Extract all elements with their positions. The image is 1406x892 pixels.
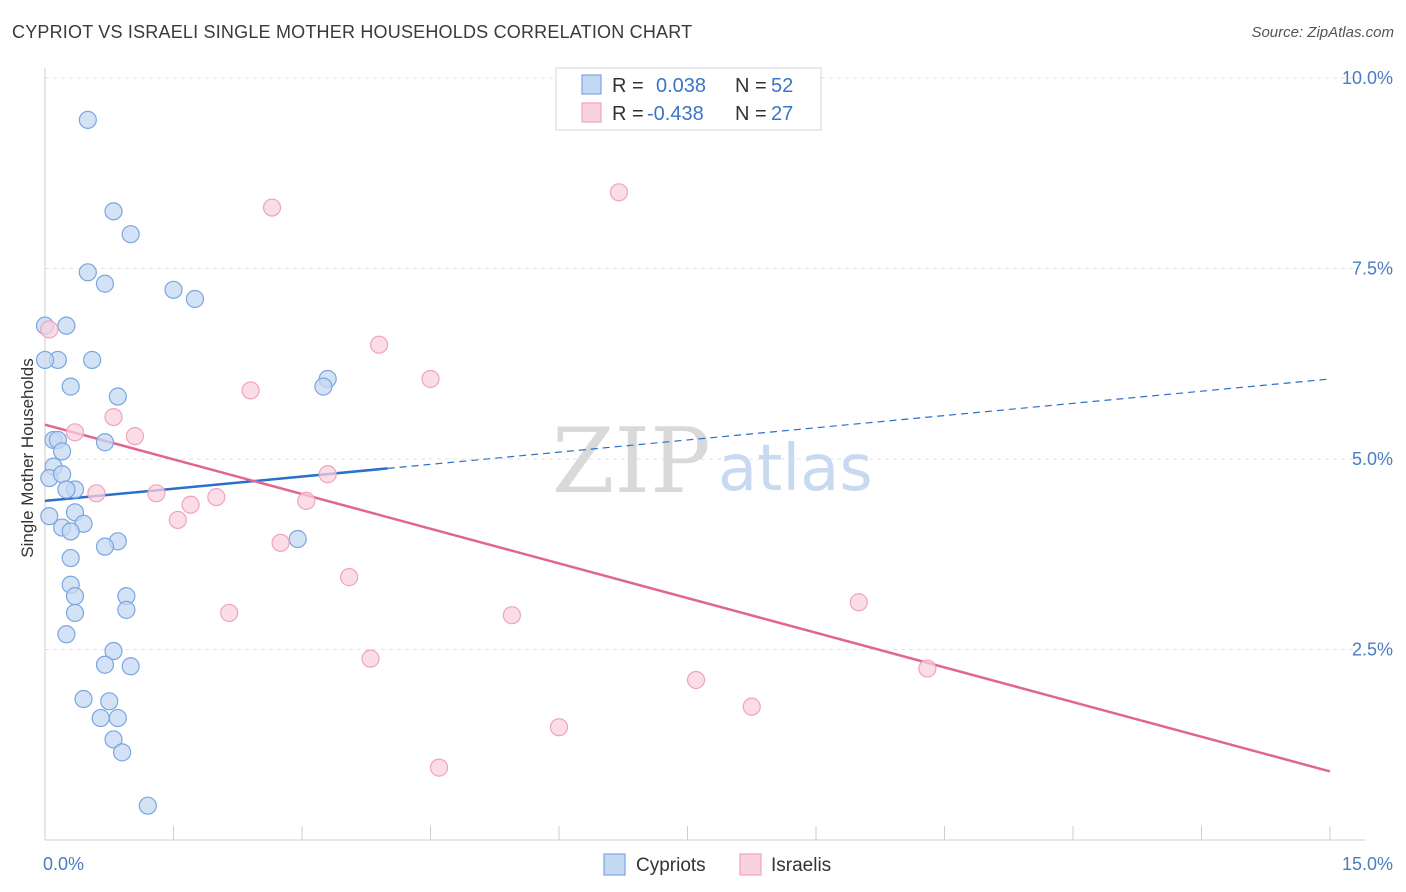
point-israeli-4 xyxy=(422,370,439,387)
point-cypriot-14 xyxy=(62,378,79,395)
bottom-legend: Cypriots Israelis xyxy=(604,854,831,876)
point-israeli-3 xyxy=(371,336,388,353)
point-cypriot-39 xyxy=(58,626,75,643)
point-israeli-26 xyxy=(431,759,448,776)
point-cypriot-42 xyxy=(122,658,139,675)
point-israeli-11 xyxy=(148,485,165,502)
point-cypriot-37 xyxy=(118,601,135,618)
point-israeli-5 xyxy=(242,382,259,399)
point-israeli-6 xyxy=(105,409,122,426)
point-israeli-16 xyxy=(272,534,289,551)
bottom-legend-swatch-israelis xyxy=(740,854,761,875)
point-cypriot-11 xyxy=(84,351,101,368)
point-israeli-18 xyxy=(221,604,238,621)
bottom-legend-label-israelis: Israelis xyxy=(771,855,831,876)
point-israeli-15 xyxy=(169,511,186,528)
point-cypriot-41 xyxy=(96,656,113,673)
point-cypriot-8 xyxy=(58,317,75,334)
point-cypriot-19 xyxy=(54,443,71,460)
bottom-legend-swatch-cypriots xyxy=(604,854,625,875)
legend-n-label-israelis: N = xyxy=(735,103,767,125)
legend-r-value-israelis: -0.438 xyxy=(647,103,704,125)
point-cypriot-15 xyxy=(109,388,126,405)
legend-r-label-cypriots: R = xyxy=(612,75,644,97)
y-tick-label-0: 2.5% xyxy=(1352,640,1393,660)
point-cypriot-33 xyxy=(62,550,79,567)
point-cypriot-22 xyxy=(54,466,71,483)
legend: R = 0.038 N = 52 R = -0.438 N = 27 xyxy=(556,68,821,130)
point-israeli-19 xyxy=(503,607,520,624)
point-cypriot-32 xyxy=(96,538,113,555)
point-cypriot-3 xyxy=(79,264,96,281)
point-israeli-17 xyxy=(341,569,358,586)
legend-n-label-cypriots: N = xyxy=(735,75,767,97)
point-israeli-13 xyxy=(182,496,199,513)
point-cypriot-35 xyxy=(66,588,83,605)
legend-r-label-israelis: R = xyxy=(612,103,644,125)
point-cypriot-10 xyxy=(37,351,54,368)
point-cypriot-43 xyxy=(75,691,92,708)
point-cypriot-48 xyxy=(114,744,131,761)
gridlines xyxy=(45,78,1365,650)
point-israeli-23 xyxy=(688,671,705,688)
point-israeli-22 xyxy=(919,660,936,677)
point-cypriot-18 xyxy=(96,434,113,451)
point-cypriot-46 xyxy=(109,710,126,727)
y-tick-label-3: 10.0% xyxy=(1342,68,1393,88)
point-israeli-10 xyxy=(88,485,105,502)
legend-swatch-israelis xyxy=(582,103,601,122)
point-israeli-24 xyxy=(743,698,760,715)
point-israeli-7 xyxy=(66,424,83,441)
watermark-zip: ZIP xyxy=(552,409,711,514)
point-cypriot-1 xyxy=(105,203,122,220)
point-israeli-21 xyxy=(362,650,379,667)
point-israeli-2 xyxy=(264,199,281,216)
point-israeli-25 xyxy=(551,719,568,736)
legend-swatch-cypriots xyxy=(582,75,601,94)
legend-n-value-israelis: 27 xyxy=(771,103,793,125)
point-israeli-0 xyxy=(41,321,58,338)
point-israeli-14 xyxy=(298,492,315,509)
point-cypriot-6 xyxy=(186,290,203,307)
y-axis-title: Single Mother Households xyxy=(18,358,37,557)
point-cypriot-38 xyxy=(66,604,83,621)
y-tick-label-1: 5.0% xyxy=(1352,449,1393,469)
point-cypriot-30 xyxy=(289,531,306,548)
legend-r-value-cypriots: 0.038 xyxy=(656,75,706,97)
scatter-chart: ZIP atlas 2.5% 5.0% 7.5% 10.0% 0.0% 15.0% Sin… xyxy=(0,0,1406,892)
bottom-legend-label-cypriots: Cypriots xyxy=(636,855,706,876)
x-tick-label-1: 15.0% xyxy=(1342,854,1393,874)
point-cypriot-13 xyxy=(315,378,332,395)
watermark-atlas: atlas xyxy=(718,432,873,506)
point-cypriot-44 xyxy=(101,693,118,710)
point-cypriot-4 xyxy=(96,275,113,292)
point-israeli-1 xyxy=(610,184,627,201)
point-cypriot-29 xyxy=(62,523,79,540)
y-tick-label-2: 7.5% xyxy=(1352,259,1393,279)
point-cypriot-45 xyxy=(92,710,109,727)
point-cypriot-0 xyxy=(79,111,96,128)
point-cypriot-2 xyxy=(122,226,139,243)
point-israeli-8 xyxy=(126,428,143,445)
x-tick-label-0: 0.0% xyxy=(43,854,84,874)
point-cypriot-5 xyxy=(165,281,182,298)
point-israeli-12 xyxy=(208,489,225,506)
point-cypriot-49 xyxy=(139,797,156,814)
point-israeli-20 xyxy=(850,594,867,611)
point-cypriot-24 xyxy=(58,481,75,498)
point-israeli-9 xyxy=(319,466,336,483)
legend-n-value-cypriots: 52 xyxy=(771,75,793,97)
